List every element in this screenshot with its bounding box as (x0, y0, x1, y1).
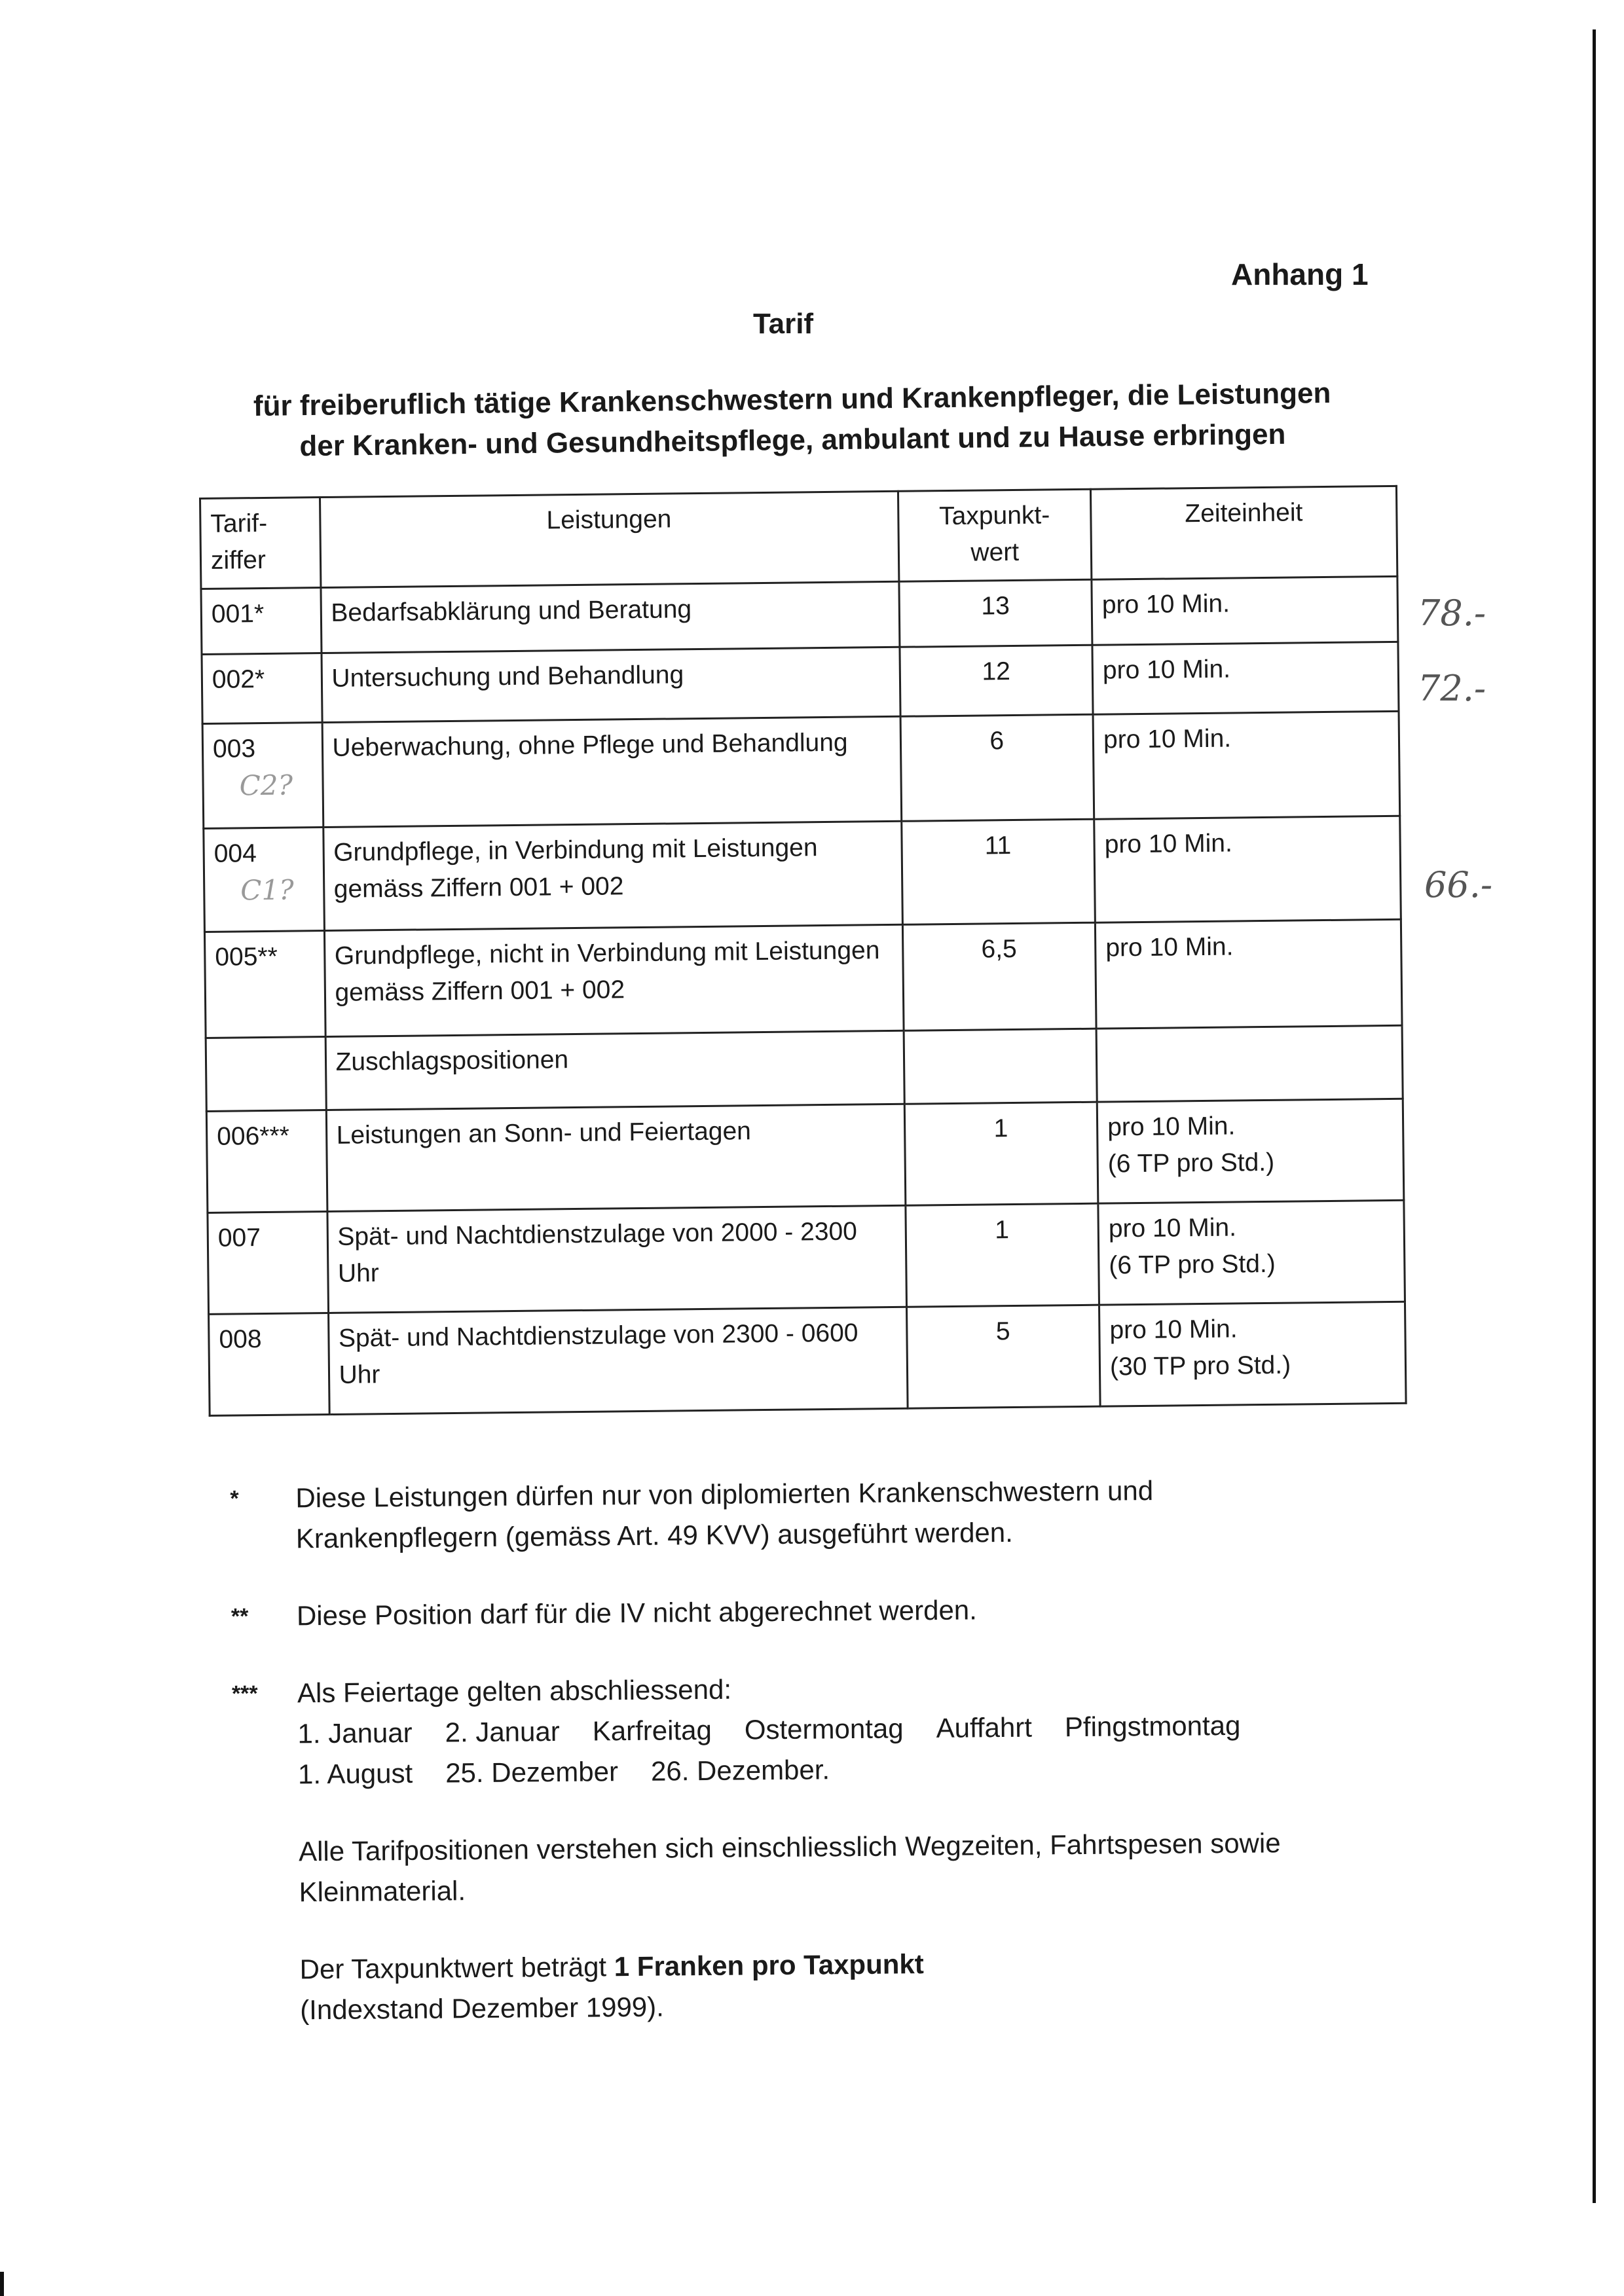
holiday: 26. Dezember. (650, 1754, 830, 1787)
tax-points: 6,5 (902, 922, 1097, 1031)
service: Leistungen an Sonn- und Feiertagen (325, 1104, 906, 1212)
tarif-code: 006*** (206, 1110, 327, 1213)
tarif-code: 005** (204, 930, 325, 1038)
tarif-code: 003 C2? (202, 722, 323, 829)
service: Grundpflege, in Verbindung mit Leistunge… (323, 821, 902, 931)
tarif-code: 008 (208, 1313, 329, 1416)
header-zeiteinheit: Zeiteinheit (1090, 486, 1397, 580)
tax-points: 1 (904, 1102, 1098, 1206)
time-unit: pro 10 Min. (30 TP pro Std.) (1099, 1302, 1407, 1407)
service: Bedarfsabklärung und Beratung (320, 581, 900, 653)
holiday: 1. Januar (297, 1717, 413, 1749)
scan-edge-mark (0, 2272, 4, 2296)
holiday: Ostermontag (744, 1713, 904, 1745)
holiday: 2. Januar (445, 1715, 560, 1748)
tax-points: 11 (901, 819, 1096, 925)
footnote-3: *** Als Feiertage gelten abschliessend: … (232, 1663, 1477, 1796)
section-label: Zuschlagspositionen (325, 1030, 904, 1110)
paragraph-taxpunktwert: Der Taxpunktwert beträgt 1 Franken pro T… (299, 1948, 924, 2026)
page-title: Tarif (753, 308, 814, 340)
section-row: Zuschlagspositionen (206, 1025, 1403, 1112)
service: Ueberwachung, ohne Pflege und Behandlung (322, 716, 902, 828)
tax-points: 12 (899, 645, 1094, 717)
scan-edge-line (1593, 29, 1596, 2203)
table-row: 008 Spät- und Nachtdienstzulage von 2300… (208, 1302, 1407, 1416)
table-row: 006*** Leistungen an Sonn- und Feiertage… (206, 1099, 1404, 1213)
tax-points: 5 (906, 1305, 1101, 1409)
table-row: 005** Grundpflege, nicht in Verbindung m… (204, 919, 1403, 1038)
header-taxpunktwert: Taxpunkt-wert (898, 489, 1092, 582)
tax-points: 1 (905, 1203, 1099, 1307)
time-unit: pro 10 Min. (1092, 642, 1399, 715)
subtitle: für freiberuflich tätige Krankenschweste… (196, 373, 1388, 468)
tarif-code: 002* (202, 653, 322, 724)
time-unit: pro 10 Min. (6 TP pro Std.) (1097, 1099, 1404, 1204)
margin-note: 72.- (1418, 668, 1486, 709)
holiday-list-2: 1. August 25. Dezember 26. Dezember. (298, 1745, 1274, 1795)
table-row: 003 C2? Ueberwachung, ohne Pflege und Beh… (202, 711, 1400, 829)
time-unit: pro 10 Min. (1093, 711, 1400, 820)
margin-note: 66.- (1424, 864, 1493, 905)
holiday-list-1: 1. Januar 2. Januar Karfreitag Ostermontag A… (297, 1705, 1273, 1754)
holiday: 25. Dezember (445, 1756, 619, 1789)
footnote-1: * Diese Leistungen dürfen nur von diplomi… (230, 1475, 1154, 1554)
tax-points: 6 (900, 714, 1094, 822)
time-unit: pro 10 Min. (6 TP pro Std.) (1098, 1200, 1405, 1305)
table-row: 001* Bedarfsabklärung und Beratung 13 pr… (200, 576, 1398, 655)
header-leistungen: Leistungen (320, 491, 899, 588)
service: Untersuchung und Behandlung (321, 647, 900, 723)
holiday: Karfreitag (592, 1714, 712, 1747)
header-tarifziffer: Tarif-ziffer (200, 497, 321, 589)
holiday: Pfingstmontag (1064, 1709, 1241, 1743)
annex-label: Anhang 1 (1231, 257, 1369, 291)
time-unit: pro 10 Min. (1091, 576, 1398, 646)
footnotes: * Diese Leistungen dürfen nur von diplomi… (230, 1468, 1479, 2068)
handwritten-note: C1? (240, 873, 294, 907)
tariff-table: Tarif-ziffer Leistungen Taxpunkt-wert Ze… (199, 485, 1407, 1417)
table-row: 002* Untersuchung und Behandlung 12 pro … (202, 642, 1399, 724)
service: Grundpflege, nicht in Verbindung mit Lei… (323, 924, 904, 1037)
table-row: 004 C1? Grundpflege, in Verbindung mit Le… (203, 816, 1401, 932)
margin-note: 78.- (1418, 592, 1486, 634)
service: Spät- und Nachtdienstzulage von 2000 - 2… (327, 1205, 907, 1313)
handwritten-note: C2? (239, 769, 293, 802)
paragraph-tariff-positions: Alle Tarifpositionen verstehen sich eins… (298, 1827, 1281, 1908)
time-unit: pro 10 Min. (1094, 816, 1401, 923)
tarif-code: 001* (200, 587, 322, 655)
holiday: Auffahrt (936, 1711, 1033, 1743)
tax-points: 13 (898, 579, 1092, 647)
table-row: 007 Spät- und Nachtdienstzulage von 2000… (207, 1200, 1405, 1315)
time-unit: pro 10 Min. (1095, 919, 1403, 1029)
service: Spät- und Nachtdienstzulage von 2300 - 0… (328, 1307, 908, 1415)
tarif-code: 004 C1? (203, 827, 324, 932)
table-header-row: Tarif-ziffer Leistungen Taxpunkt-wert Ze… (200, 486, 1397, 589)
holiday: 1. August (297, 1757, 413, 1790)
footnote-2: ** Diese Position darf für die IV nicht a… (231, 1594, 978, 1631)
tarif-code: 007 (207, 1211, 329, 1315)
